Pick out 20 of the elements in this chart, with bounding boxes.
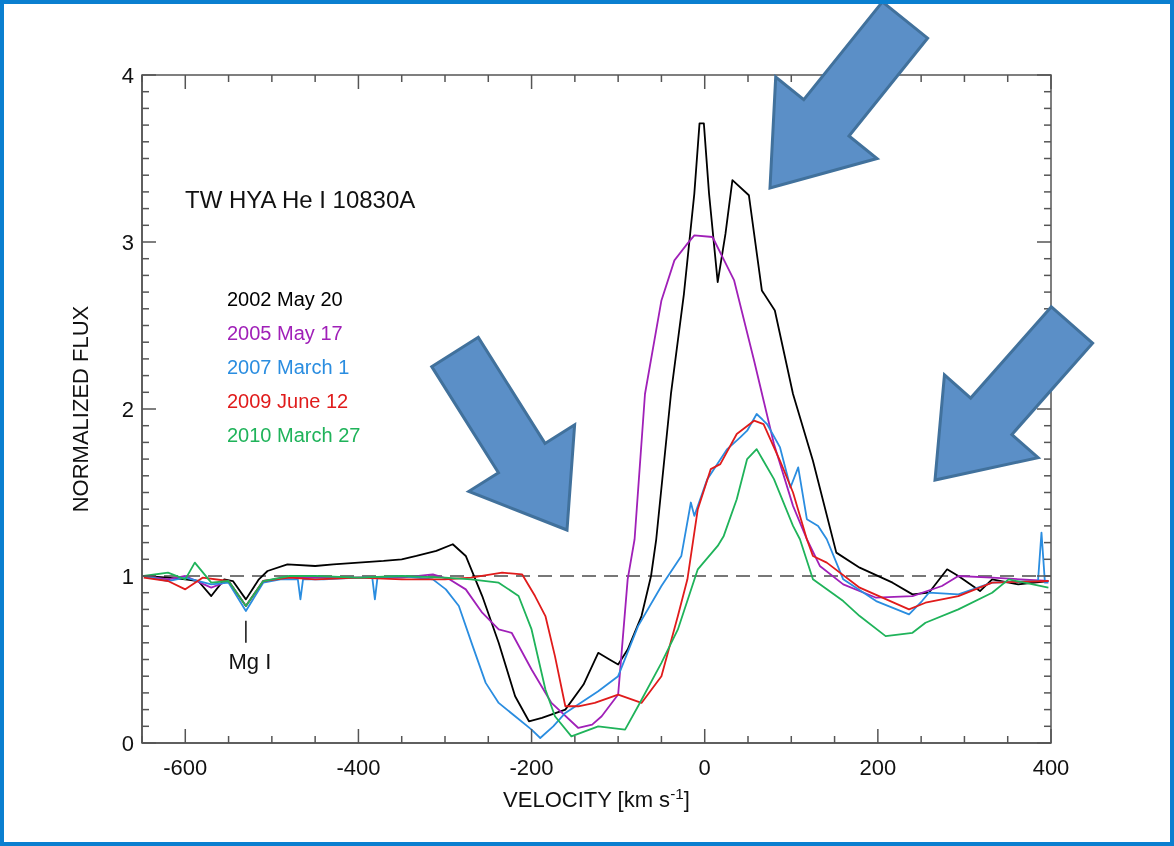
y-tick-label: 1	[121, 564, 134, 589]
y-tick-label: 4	[121, 63, 134, 88]
y-axis-title: NORMALIZED FLUX	[68, 305, 93, 513]
x-axis-title: VELOCITY [km s$^{-1}$]	[503, 784, 690, 812]
x-tick-label: -200	[509, 755, 554, 780]
annotation: Mg I	[228, 648, 272, 674]
text: 2010 March 27	[227, 423, 361, 448]
x-tick-label: 0	[698, 755, 711, 780]
text: 2002 May 20	[227, 287, 344, 312]
x-tick-label: -600	[163, 755, 208, 780]
text: 2007 March 1	[227, 355, 351, 380]
text: 2005 May 17	[227, 321, 344, 346]
y-tick-label: 0	[121, 731, 134, 756]
y-tick-label: 2	[121, 397, 134, 422]
text: TW HYA He I 10830A	[185, 186, 416, 213]
x-tick-label: 200	[859, 755, 897, 780]
x-tick-label: 400	[1032, 755, 1070, 780]
y-tick-label: 3	[121, 230, 134, 255]
text: 2009 June 12	[227, 389, 350, 414]
x-tick-label: -400	[336, 755, 381, 780]
